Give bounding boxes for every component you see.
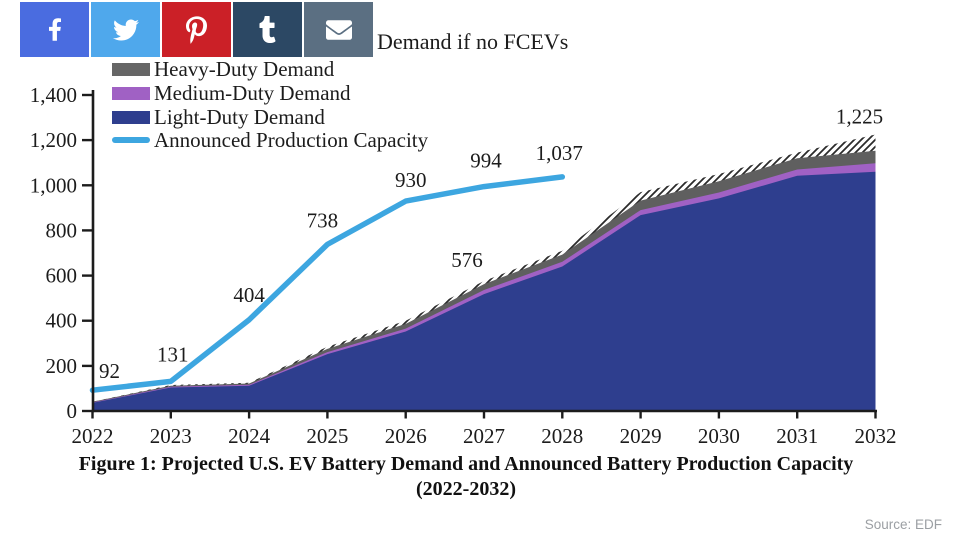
x-tick-label: 2032 xyxy=(855,424,897,448)
light-duty-swatch-icon xyxy=(112,110,150,124)
twitter-bird-icon xyxy=(112,17,139,43)
y-tick-label: 1,000 xyxy=(30,173,77,197)
pinterest-share-button[interactable] xyxy=(162,2,231,57)
legend-item-light-duty: Light-Duty Demand xyxy=(112,105,325,129)
y-tick-label: 200 xyxy=(46,354,78,378)
x-tick-label: 2029 xyxy=(620,424,662,448)
capacity-line xyxy=(89,174,566,393)
data-label-930: 930 xyxy=(395,168,427,192)
legend-label: Medium-Duty Demand xyxy=(154,80,351,105)
data-label-994: 994 xyxy=(470,149,502,173)
data-label-576: 576 xyxy=(451,248,483,272)
pinterest-p-icon xyxy=(186,15,207,44)
facebook-f-icon xyxy=(48,16,62,43)
data-label-1225: 1,225 xyxy=(836,105,883,129)
tumblr-t-icon xyxy=(259,16,276,43)
legend-label: Light-Duty Demand xyxy=(154,104,325,129)
legend-item-heavy-duty: Heavy-Duty Demand xyxy=(112,57,334,81)
source-credit: Source: EDF xyxy=(864,517,942,532)
data-label-738: 738 xyxy=(307,208,339,232)
legend-label: Announced Production Capacity xyxy=(154,127,429,152)
y-tick-label: 400 xyxy=(46,309,78,333)
x-tick-label: 2023 xyxy=(150,424,192,448)
x-tick-label: 2025 xyxy=(306,424,348,448)
data-label-1037: 1,037 xyxy=(536,141,583,165)
legend-label: Heavy-Duty Demand xyxy=(154,56,335,81)
y-tick-label: 1,200 xyxy=(30,128,77,152)
twitter-share-button[interactable] xyxy=(91,2,160,57)
envelope-icon xyxy=(325,17,352,43)
email-share-button[interactable] xyxy=(304,2,373,57)
x-tick-label: 2027 xyxy=(463,424,505,448)
data-label-131: 131 xyxy=(157,342,189,366)
tumblr-share-button[interactable] xyxy=(233,2,302,57)
y-tick-label: 600 xyxy=(46,264,78,288)
share-buttons-bar xyxy=(20,2,373,57)
y-tick-label: 800 xyxy=(46,218,78,242)
x-tick-label: 2024 xyxy=(228,424,271,448)
figure-caption: Figure 1: Projected U.S. EV Battery Dema… xyxy=(0,452,932,502)
legend-label: Demand if no FCEVs xyxy=(377,29,569,54)
data-label-404: 404 xyxy=(233,283,265,307)
legend-item-production-capacity: Announced Production Capacity xyxy=(112,128,428,152)
data-label-92: 92 xyxy=(99,359,120,383)
x-tick-label: 2022 xyxy=(72,424,114,448)
x-tick-label: 2030 xyxy=(698,424,740,448)
y-tick-label: 0 xyxy=(67,399,78,423)
heavy-duty-swatch-icon xyxy=(112,62,150,76)
legend-item-medium-duty: Medium-Duty Demand xyxy=(112,81,351,105)
x-tick-label: 2028 xyxy=(541,424,583,448)
x-tick-label: 2031 xyxy=(776,424,818,448)
medium-duty-swatch-icon xyxy=(112,86,150,100)
figure-caption-line2: (2022-2032) xyxy=(416,478,516,500)
facebook-share-button[interactable] xyxy=(20,2,89,57)
figure-caption-line1: Figure 1: Projected U.S. EV Battery Dema… xyxy=(78,453,854,475)
capacity-line-swatch-icon xyxy=(112,137,150,143)
y-tick-label: 1,400 xyxy=(30,83,77,107)
area-light-duty-demand xyxy=(92,171,876,411)
x-tick-label: 2026 xyxy=(385,424,427,448)
